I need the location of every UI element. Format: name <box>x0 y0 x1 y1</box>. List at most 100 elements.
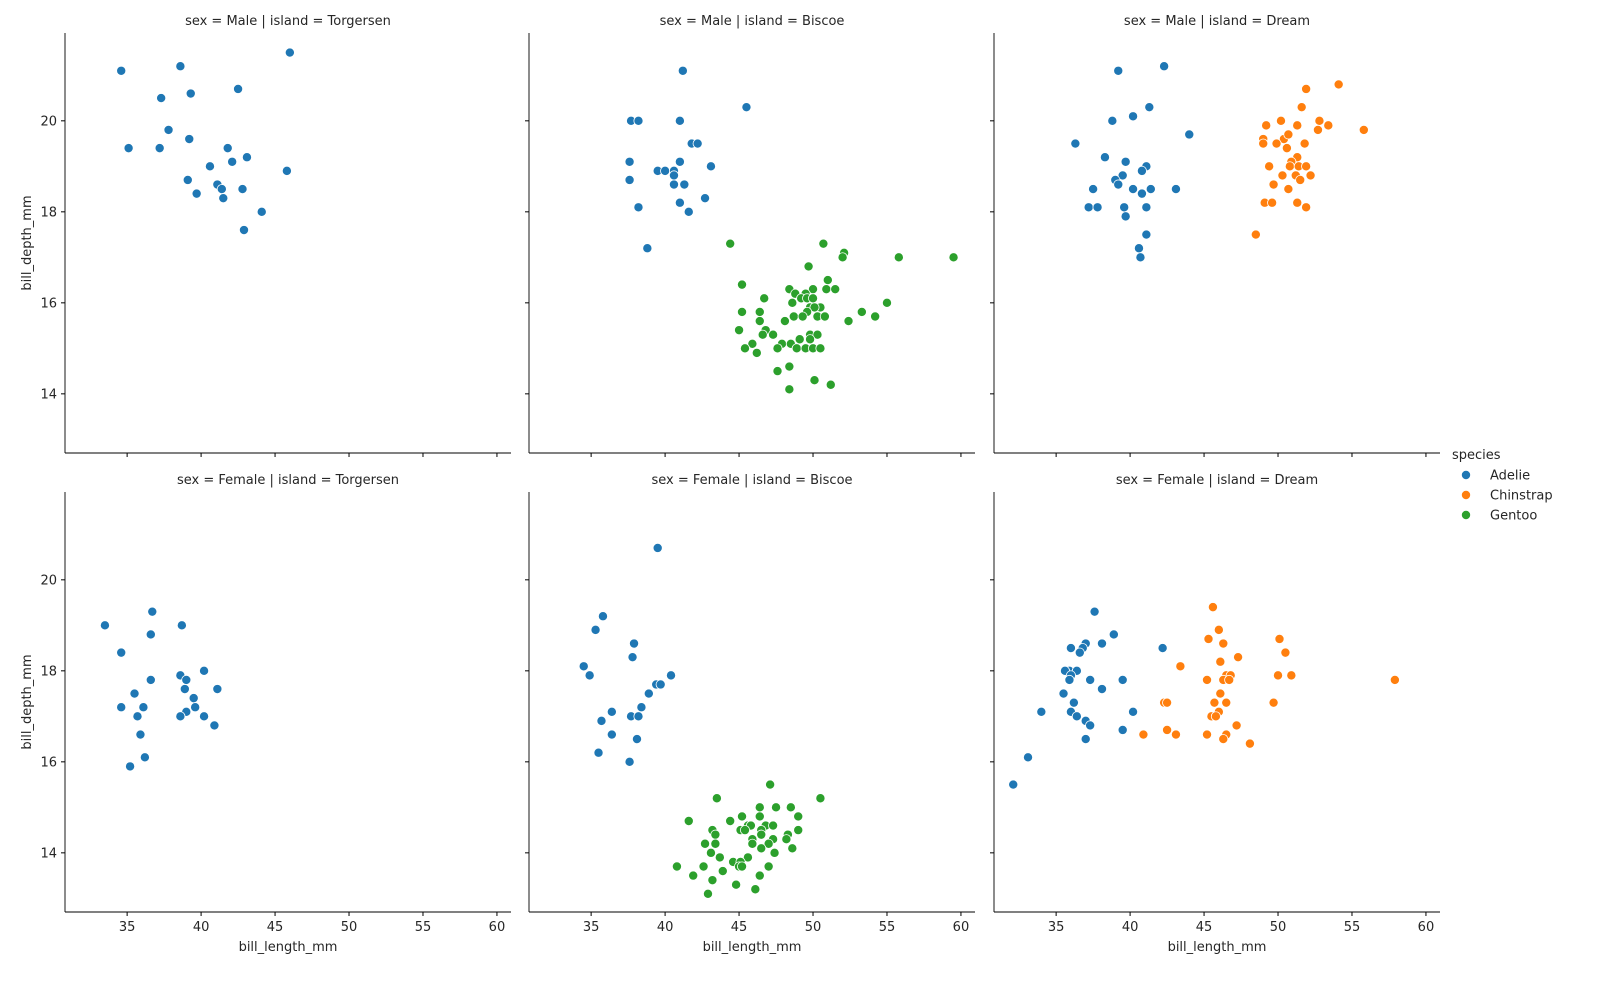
data-point-chinstrap <box>1301 161 1312 172</box>
data-point-adelie <box>1008 779 1019 790</box>
data-point-chinstrap <box>1261 120 1272 131</box>
y-tick-label: 18 <box>40 664 57 679</box>
data-point-adelie <box>1133 243 1144 254</box>
legend-label: Gentoo <box>1490 509 1537 524</box>
data-point-adelie <box>1144 102 1155 113</box>
data-point-gentoo <box>769 847 780 858</box>
data-point-adelie <box>660 165 671 176</box>
data-point-chinstrap <box>1305 170 1316 181</box>
data-point-adelie <box>147 606 158 617</box>
data-point-adelie <box>1096 638 1107 649</box>
data-point-gentoo <box>815 793 826 804</box>
data-point-adelie <box>1120 211 1131 222</box>
data-point-adelie <box>1141 229 1152 240</box>
x-tick-label: 55 <box>1344 920 1361 935</box>
data-point-adelie <box>175 711 186 722</box>
data-point-gentoo <box>765 779 776 790</box>
facet-panel: sex = Female | island = Biscoe 35 40 45 50 55… <box>525 473 975 955</box>
x-tick-label: 45 <box>1196 920 1213 935</box>
y-tick-label: 14 <box>40 387 57 402</box>
data-point-gentoo <box>756 829 767 840</box>
data-point-gentoo <box>822 275 833 286</box>
data-point-gentoo <box>688 870 699 881</box>
data-point-gentoo <box>671 861 682 872</box>
data-point-gentoo <box>747 838 758 849</box>
data-point-adelie <box>204 161 215 172</box>
data-point-gentoo <box>808 293 819 304</box>
x-tick-label: 45 <box>267 920 284 935</box>
data-point-adelie <box>181 674 192 685</box>
data-point-chinstrap <box>1301 202 1312 213</box>
data-point-gentoo <box>700 838 711 849</box>
data-point-adelie <box>116 702 127 713</box>
data-point-chinstrap <box>1286 670 1297 681</box>
data-point-gentoo <box>805 334 816 345</box>
data-point-gentoo <box>809 302 820 313</box>
data-point-adelie <box>191 188 202 199</box>
data-point-adelie <box>185 88 196 99</box>
y-tick-label: 20 <box>40 114 57 129</box>
data-point-adelie <box>674 115 685 126</box>
facet-panel: sex = Female | island = Dream 35 40 45 50 55 6… <box>990 473 1440 955</box>
data-point-gentoo <box>747 338 758 349</box>
data-point-adelie <box>643 688 654 699</box>
data-point-adelie <box>1141 202 1152 213</box>
data-point-adelie <box>1113 65 1124 76</box>
data-point-chinstrap <box>1323 120 1334 131</box>
facet-title: sex = Female | island = Torgersen <box>177 473 399 488</box>
data-point-adelie <box>1036 706 1047 717</box>
data-point-chinstrap <box>1292 120 1303 131</box>
data-point-adelie <box>668 179 679 190</box>
data-point-gentoo <box>731 879 742 890</box>
data-point-gentoo <box>948 252 959 263</box>
x-tick-label: 40 <box>657 920 674 935</box>
legend-marker-chinstrap <box>1461 489 1472 500</box>
data-point-adelie <box>1096 684 1107 695</box>
data-point-adelie <box>1145 184 1156 195</box>
data-point-adelie <box>1085 720 1096 731</box>
data-point-adelie <box>584 670 595 681</box>
data-point-adelie <box>1128 184 1139 195</box>
data-point-adelie <box>596 715 607 726</box>
data-point-chinstrap <box>1264 161 1275 172</box>
data-point-gentoo <box>818 238 829 249</box>
data-point-chinstrap <box>1312 124 1323 135</box>
data-point-adelie <box>629 638 640 649</box>
y-tick-label: 16 <box>40 755 57 770</box>
x-tick-label: 35 <box>583 920 600 935</box>
data-point-adelie <box>1184 129 1195 140</box>
data-point-gentoo <box>737 861 748 872</box>
data-point-adelie <box>633 202 644 213</box>
data-point-adelie <box>655 679 666 690</box>
data-point-adelie <box>590 624 601 635</box>
x-tick-label: 50 <box>1270 920 1287 935</box>
data-point-gentoo <box>793 825 804 836</box>
data-point-adelie <box>1117 724 1128 735</box>
data-point-adelie <box>199 665 210 676</box>
data-point-adelie <box>138 702 149 713</box>
data-point-adelie <box>1117 170 1128 181</box>
data-point-gentoo <box>702 888 713 899</box>
data-point-adelie <box>135 729 146 740</box>
data-point-adelie <box>677 65 688 76</box>
data-point-chinstrap <box>1275 115 1286 126</box>
data-point-gentoo <box>725 815 736 826</box>
data-point-adelie <box>631 734 642 745</box>
data-point-adelie <box>145 629 156 640</box>
data-point-adelie <box>642 243 653 254</box>
data-point-gentoo <box>881 297 892 308</box>
legend-title: species <box>1452 448 1501 463</box>
data-point-chinstrap <box>1283 129 1294 140</box>
data-point-gentoo <box>815 343 826 354</box>
data-point-adelie <box>216 184 227 195</box>
data-point-chinstrap <box>1274 633 1285 644</box>
data-point-chinstrap <box>1213 624 1224 635</box>
data-point-gentoo <box>763 861 774 872</box>
data-point-adelie <box>132 711 143 722</box>
data-point-chinstrap <box>1202 729 1213 740</box>
data-point-adelie <box>1157 643 1168 654</box>
data-point-adelie <box>190 702 201 713</box>
data-point-chinstrap <box>1299 138 1310 149</box>
legend-marker-adelie <box>1461 469 1472 480</box>
data-point-gentoo <box>714 852 725 863</box>
